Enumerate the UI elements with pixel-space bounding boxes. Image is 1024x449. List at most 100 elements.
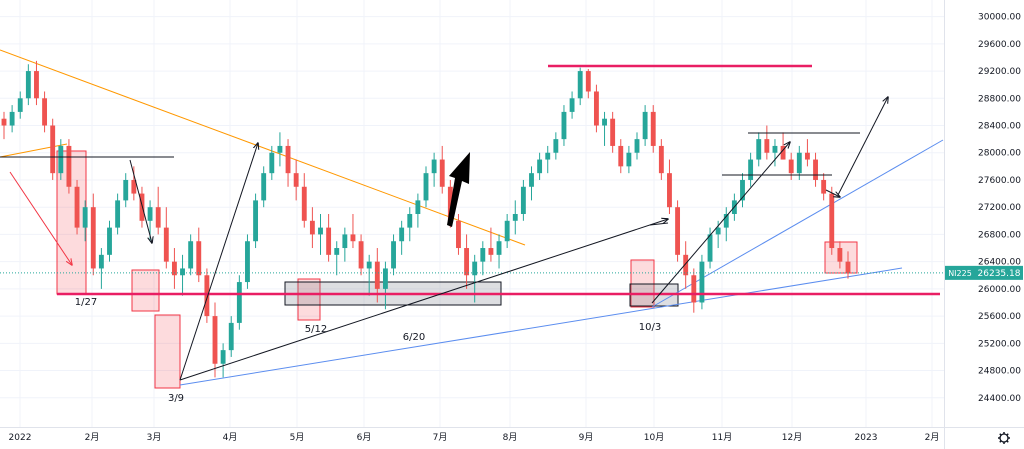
x-tick-label: 2022 bbox=[9, 433, 32, 443]
highlight-box-pink[interactable] bbox=[56, 150, 87, 295]
y-tick-label: 28800.00 bbox=[978, 94, 1021, 104]
y-tick-label: 24400.00 bbox=[978, 394, 1021, 404]
candle-body bbox=[585, 71, 591, 92]
candle-body bbox=[245, 241, 250, 283]
candle-body bbox=[42, 98, 48, 126]
candle-body bbox=[253, 200, 259, 242]
candle-body bbox=[171, 261, 177, 276]
candle-body bbox=[691, 275, 697, 303]
y-tick-label: 25600.00 bbox=[978, 312, 1021, 322]
candle-body bbox=[261, 173, 267, 201]
candle-body bbox=[618, 145, 624, 167]
projection-arrow[interactable] bbox=[651, 142, 790, 304]
projection-arrow[interactable] bbox=[825, 189, 840, 197]
date-annotation: 3/9 bbox=[168, 393, 184, 404]
y-tick-label: 27200.00 bbox=[978, 203, 1021, 213]
candle-body bbox=[34, 71, 39, 99]
x-tick-label: 3月 bbox=[147, 432, 162, 443]
candle-body bbox=[277, 145, 283, 153]
y-tick-label: 29200.00 bbox=[978, 67, 1021, 77]
candle-body bbox=[675, 207, 681, 255]
candle-body bbox=[139, 193, 145, 221]
candle-body bbox=[764, 139, 770, 153]
candle-body bbox=[115, 200, 121, 228]
candle-body bbox=[407, 214, 413, 228]
support-trendline-blue[interactable] bbox=[179, 267, 903, 386]
candle-body bbox=[845, 261, 851, 273]
highlight-box-pink[interactable] bbox=[297, 278, 321, 321]
candle-body bbox=[309, 220, 315, 235]
date-annotation: 10/3 bbox=[639, 322, 661, 333]
candle-body bbox=[447, 186, 453, 221]
candle-body bbox=[545, 152, 551, 160]
candle-body bbox=[147, 207, 153, 221]
gear-tooth bbox=[1006, 440, 1009, 443]
candle-body bbox=[204, 275, 210, 317]
red-arrow[interactable] bbox=[9, 171, 72, 265]
gear-tooth bbox=[999, 440, 1002, 443]
x-tick-label: 6月 bbox=[357, 432, 372, 443]
gear-tooth bbox=[999, 433, 1002, 436]
candle-body bbox=[163, 227, 169, 262]
candle-body bbox=[788, 159, 794, 174]
candle-body bbox=[285, 145, 291, 174]
candle-body bbox=[123, 179, 129, 201]
trend-segment[interactable] bbox=[0, 143, 68, 158]
candle-body bbox=[464, 248, 470, 276]
candle-body bbox=[220, 350, 226, 364]
candle-body bbox=[707, 234, 713, 262]
candle-body bbox=[334, 248, 340, 255]
projection-arrow[interactable] bbox=[179, 143, 258, 381]
candle-body bbox=[577, 71, 583, 99]
date-annotation: 6/20 bbox=[403, 332, 425, 343]
candle-body bbox=[415, 200, 421, 214]
candle-body bbox=[326, 227, 332, 255]
y-tick-label: 26000.00 bbox=[978, 285, 1021, 295]
candle-body bbox=[439, 159, 445, 187]
highlight-box-pink[interactable] bbox=[154, 314, 181, 389]
settings-gear-icon[interactable] bbox=[998, 432, 1010, 444]
x-tick-label: 11月 bbox=[712, 432, 732, 443]
candle-body bbox=[780, 145, 786, 160]
candle-body bbox=[180, 268, 185, 276]
projection-arrow[interactable] bbox=[179, 219, 668, 381]
candle-body bbox=[537, 159, 543, 174]
candle-body bbox=[58, 145, 64, 174]
x-tick-label: 2023 bbox=[855, 433, 878, 443]
downtrend-line[interactable] bbox=[0, 49, 526, 246]
candle-body bbox=[756, 139, 762, 160]
candle-body bbox=[772, 145, 778, 153]
candle-body bbox=[658, 145, 664, 174]
candle-body bbox=[236, 282, 242, 323]
price-tag-bg bbox=[975, 265, 1023, 280]
candle-body bbox=[642, 111, 648, 140]
candle-body bbox=[74, 186, 80, 228]
highlight-box-pink[interactable] bbox=[131, 269, 160, 312]
candle-body bbox=[715, 227, 721, 235]
candle-body bbox=[488, 248, 494, 255]
candle-body bbox=[569, 98, 575, 112]
candle-body bbox=[634, 139, 640, 153]
symbol-tag-label: NI225 bbox=[948, 269, 972, 278]
candle-body bbox=[66, 145, 72, 187]
candle-body bbox=[472, 261, 478, 276]
candle-body bbox=[683, 254, 689, 276]
projection-arrow[interactable] bbox=[129, 159, 152, 243]
y-tick-label: 24800.00 bbox=[978, 367, 1021, 377]
candle-body bbox=[382, 268, 388, 289]
candle-body bbox=[366, 261, 372, 269]
bold-up-arrow[interactable] bbox=[447, 152, 470, 227]
candle-body bbox=[228, 322, 234, 351]
candle-body bbox=[456, 220, 461, 249]
candle-body bbox=[553, 139, 559, 153]
candle-body bbox=[431, 159, 437, 174]
candle-body bbox=[626, 152, 632, 167]
y-tick-label: 27600.00 bbox=[978, 176, 1021, 186]
candle-body bbox=[512, 214, 518, 221]
x-tick-label: 4月 bbox=[223, 432, 238, 443]
x-tick-label: 9月 bbox=[579, 432, 594, 443]
projection-arrow[interactable] bbox=[837, 97, 888, 196]
candle-body bbox=[131, 179, 137, 194]
candle-body bbox=[196, 241, 202, 276]
